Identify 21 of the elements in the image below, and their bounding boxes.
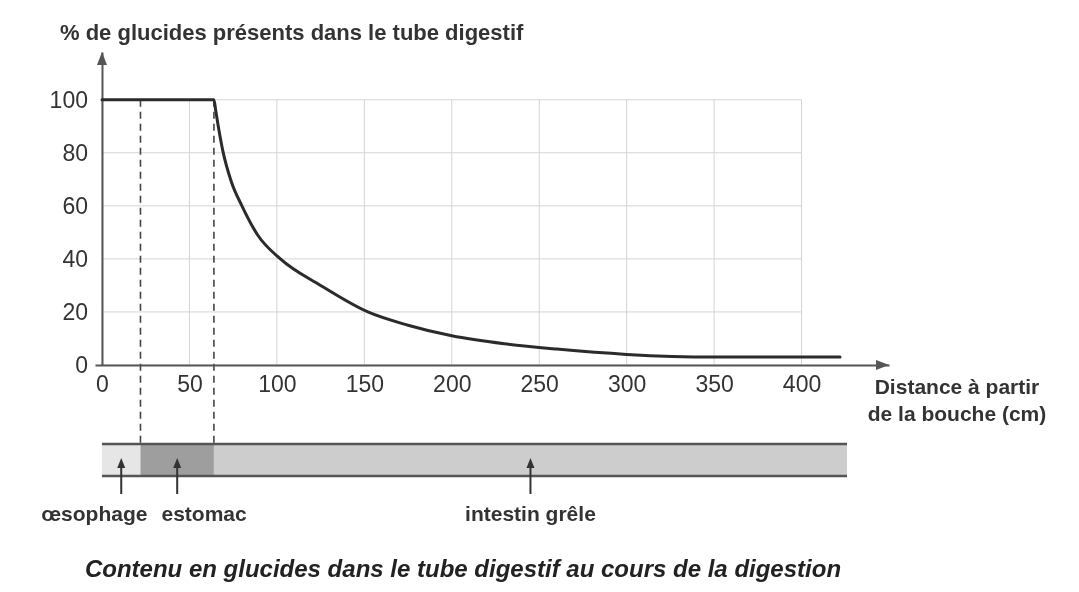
- text: estomac: [161, 502, 247, 525]
- text: œsophage: [41, 502, 148, 525]
- y-tick-label: 40: [62, 245, 88, 272]
- y-tick-label: 20: [62, 298, 88, 325]
- x-tick-label: 50: [177, 371, 203, 398]
- y-tick-label: 80: [62, 139, 88, 166]
- text: Contenu en glucides dans le tube digestif au cours de la digestion: [84, 555, 842, 582]
- x-tick-label: 300: [607, 371, 647, 398]
- x-tick-label: 250: [520, 371, 559, 398]
- text: intestin grêle: [465, 502, 596, 525]
- x-tick-label: 0: [96, 371, 109, 398]
- x-tick-label: 400: [782, 371, 822, 398]
- x-tick-label: 150: [345, 371, 385, 398]
- x-tick-label: 200: [433, 371, 472, 398]
- y-tick-label: 60: [62, 192, 88, 219]
- y-tick-label: 100: [49, 86, 88, 113]
- x-axis-title: Distance à partir de la bouche (cm): [867, 375, 1047, 425]
- y-tick-label: 0: [75, 351, 88, 378]
- x-tick-label: 350: [695, 371, 734, 398]
- x-tick-label: 100: [258, 371, 297, 398]
- y-axis-title: % de glucides présents dans le tube digestif: [60, 20, 525, 45]
